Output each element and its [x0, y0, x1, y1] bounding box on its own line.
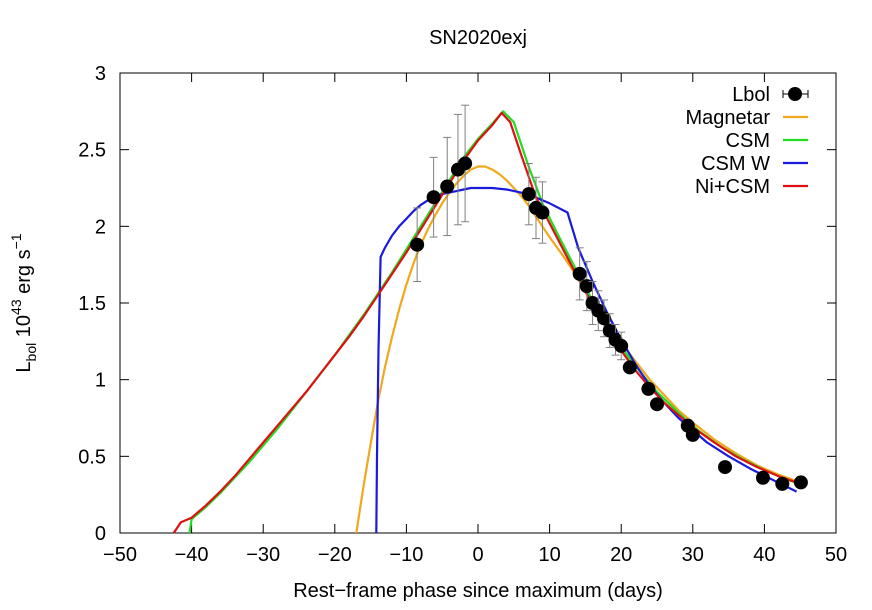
x-tick-label: 30 — [682, 544, 704, 566]
series-line-csm-w — [375, 186, 798, 534]
y-tick-label: 1 — [95, 370, 106, 392]
y-axis-title-base: L — [13, 361, 35, 372]
axes: −50 −40 −30 −20 −10 0 10 20 30 40 50 0 0.5 1 1.5 2 2.5 3 — [78, 63, 847, 566]
lbol-points — [410, 104, 808, 491]
data-point — [426, 190, 441, 205]
data-point — [535, 205, 550, 220]
data-point — [685, 427, 700, 442]
y-tick-label: 0 — [95, 523, 106, 545]
data-point — [622, 360, 637, 375]
y-axis-title-sub: bol — [23, 343, 39, 362]
data-point — [579, 279, 594, 294]
legend-marker — [788, 87, 802, 101]
series-line-magnetar — [355, 165, 801, 534]
x-tick-label: 10 — [538, 544, 560, 566]
y-axis-title-sup: 43 — [8, 299, 24, 315]
x-tick-label: 0 — [472, 544, 483, 566]
y-axis-title-tail: erg s — [13, 249, 35, 299]
chart-title: SN2020exj — [429, 27, 527, 49]
data-point — [641, 381, 656, 396]
x-tick-label: −10 — [389, 544, 423, 566]
data-point — [440, 179, 455, 194]
data-point — [597, 311, 612, 326]
legend-label: Ni+CSM — [695, 176, 770, 198]
legend-label: CSM — [726, 130, 770, 152]
y-axis-title-mid: 10 — [13, 315, 35, 343]
legend-label: CSM W — [701, 153, 770, 175]
data-point — [755, 470, 770, 485]
x-tick-label: 50 — [825, 544, 847, 566]
x-tick-label: 40 — [753, 544, 775, 566]
data-point — [410, 237, 425, 252]
y-tick-label: 2 — [95, 216, 106, 238]
model-curves — [172, 110, 801, 534]
data-point — [572, 266, 587, 281]
data-point — [793, 475, 808, 490]
x-tick-label: −40 — [175, 544, 209, 566]
y-tick-label: 0.5 — [78, 446, 106, 468]
x-tick-label: −50 — [103, 544, 137, 566]
data-point — [718, 460, 733, 475]
legend-label: Lbol — [732, 84, 770, 106]
data-point — [458, 156, 473, 171]
x-tick-label: 20 — [610, 544, 632, 566]
data-point — [650, 397, 664, 412]
y-axis-title-sup2: −1 — [8, 233, 24, 249]
x-axis-title: Rest−frame phase since maximum (days) — [293, 580, 663, 602]
x-tick-label: −20 — [318, 544, 352, 566]
data-point — [521, 187, 536, 202]
y-axis-title: Lbol 1043 erg s−1 — [8, 233, 39, 372]
y-tick-label: 2.5 — [78, 140, 106, 162]
legend-label: Magnetar — [686, 107, 771, 129]
x-tick-label: −30 — [246, 544, 280, 566]
y-tick-label: 1.5 — [78, 293, 106, 315]
data-point — [614, 338, 629, 353]
data-point — [775, 476, 790, 491]
y-tick-label: 3 — [95, 63, 106, 85]
